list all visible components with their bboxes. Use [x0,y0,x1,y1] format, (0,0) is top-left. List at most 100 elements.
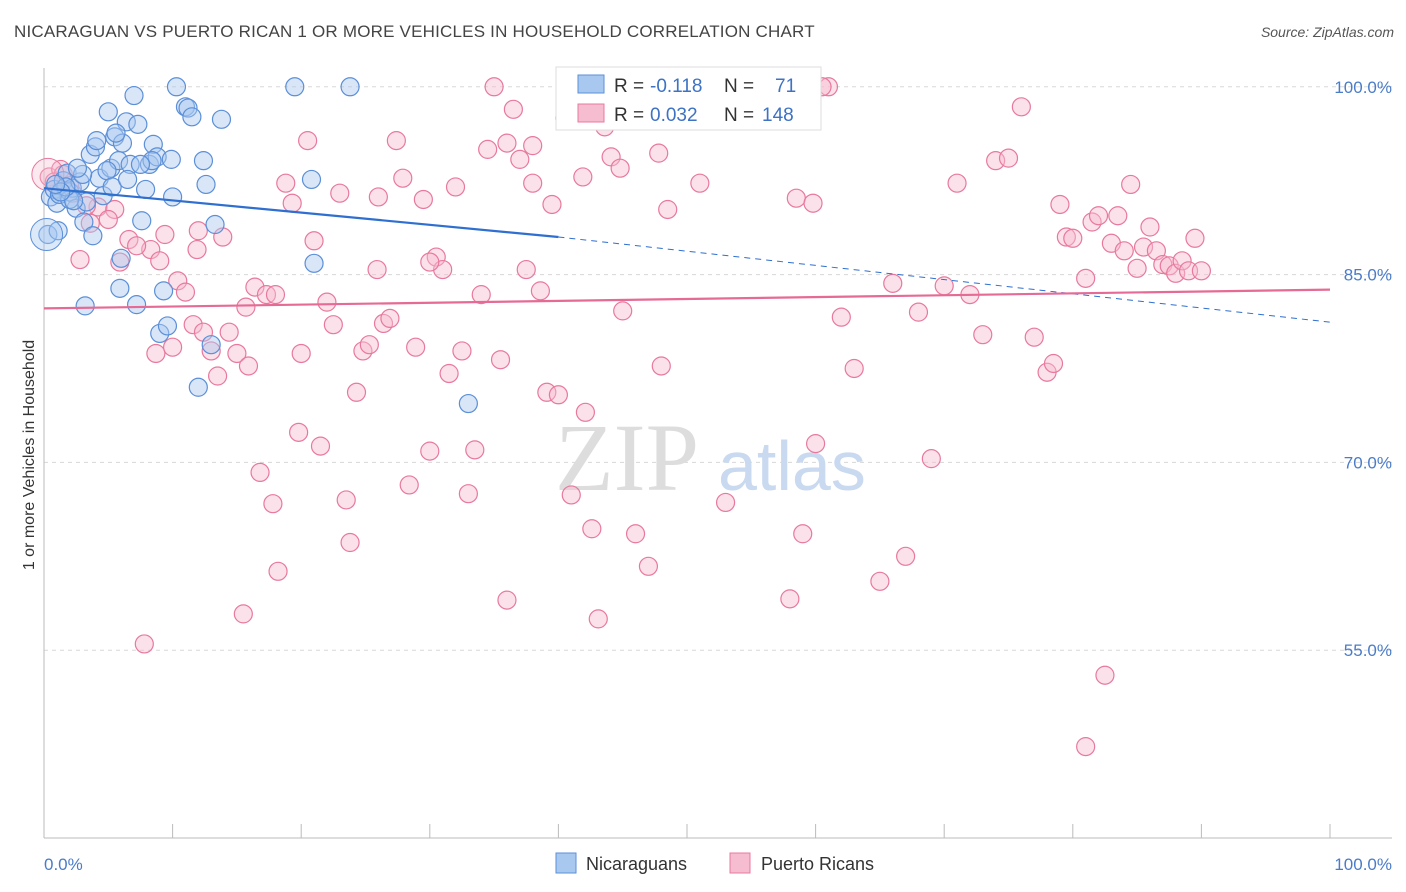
nicaraguans-point-42 [201,335,221,355]
puerto-ricans-point-17 [188,221,208,241]
puerto-ricans-point-122 [1114,241,1134,261]
chart-title: NICARAGUAN VS PUERTO RICAN 1 OR MORE VEH… [14,22,815,41]
puerto-ricans-point-99 [883,273,903,293]
nicaraguans-point-56 [142,151,162,171]
puerto-ricans-point-40 [336,490,356,510]
nicaraguans-trend-line [43,187,559,239]
puerto-ricans-point-145 [187,239,207,260]
puerto-ricans-point-9 [134,634,154,654]
puerto-ricans-point-24 [233,604,253,624]
nicaraguans-point-47 [304,253,324,273]
puerto-ricans-point-42 [346,382,367,402]
puerto-ricans-point-45 [367,259,387,280]
legend-box: R = -0.118 N = 71 R = 0.032 N = 148 [555,66,822,131]
puerto-ricans-point-48 [386,131,406,151]
puerto-ricans-point-8 [119,229,139,250]
puerto-ricans-point-98 [870,571,890,591]
puerto-ricans-point-12 [155,224,175,245]
puerto-ricans-point-67 [510,149,530,169]
y-tick-label-0: 100.0% [1334,78,1392,97]
puerto-ricans-point-52 [413,189,433,210]
puerto-ricans-point-13 [163,337,183,357]
legend-r-value-2: 0.032 [650,105,698,126]
nicaraguans-point-70 [130,154,151,175]
puerto-ricans-point-104 [947,173,967,193]
puerto-ricans-point-23 [227,343,247,364]
puerto-ricans-point-123 [1121,174,1141,195]
nicaraguans-point-54 [75,296,95,316]
puerto-ricans-point-151 [523,173,543,193]
puerto-ricans-point-60 [465,440,485,460]
puerto-ricans-point-101 [908,302,929,322]
nicaraguans-point-29 [143,134,163,154]
bottom-legend-nicaraguans: Nicaraguans [586,854,687,874]
puerto-ricans-point-114 [1056,227,1076,247]
y-tick-label-3: 55.0% [1344,641,1392,660]
nicaraguans-point-50 [111,248,131,268]
puerto-ricans-point-134 [1191,261,1212,281]
puerto-ricans-point-33 [289,422,309,442]
puerto-ricans-point-135 [1076,737,1096,757]
puerto-ricans-point-50 [399,475,419,495]
bottom-legend-puerto-ricans: Puerto Ricans [761,854,874,874]
puerto-ricans-point-16 [183,315,203,335]
nicaraguans-point-34 [163,187,183,207]
legend-n-label-2: N = [724,105,754,126]
nicaraguans-point-48 [340,77,360,97]
legend-r-label-1: R = [614,76,644,97]
puerto-ricans-point-87 [690,173,710,193]
puerto-ricans-point-49 [393,168,413,188]
watermark-zip: ZIP [555,404,699,511]
puerto-ricans-point-70 [530,281,550,301]
puerto-ricans-point-148 [291,343,311,364]
x-tick-label-max: 100.0% [1334,855,1392,874]
puerto-ricans-point-62 [478,139,498,159]
puerto-ricans-point-64 [490,350,511,370]
source-label: Source: ZipAtlas.com [1260,24,1394,40]
nicaraguans-point-25 [128,114,148,134]
nicaraguans-point-49 [458,393,478,414]
nicaraguans-point-large [30,218,64,252]
puerto-ricans-point-65 [497,590,517,610]
legend-r-value-1: -0.118 [650,76,702,97]
puerto-ricans-point-22 [219,322,239,342]
legend-r-label-2: R = [614,105,644,126]
puerto-ricans-point-19 [201,341,221,361]
nicaraguans-point-24 [124,85,144,106]
y-tick-label-1: 85.0% [1344,266,1392,285]
bottom-legend-swatch-blue [555,852,577,874]
puerto-ricans-point-61 [471,285,491,305]
puerto-ricans-point-119 [1095,665,1115,685]
puerto-ricans-point-146 [236,297,256,317]
puerto-ricans-point-131 [1172,251,1192,271]
x-tick-label-min: 0.0% [44,855,83,874]
puerto-ricans-point-106 [973,325,993,345]
puerto-ricans-point-152 [573,167,593,187]
nicaraguans-point-10 [74,212,94,232]
y-tick-label-2: 70.0% [1344,453,1392,472]
puerto-ricans-point-100 [896,546,916,566]
puerto-ricans-point-75 [561,485,581,505]
nicaraguans-point-46 [301,169,322,190]
nicaraguans-point-32 [153,281,174,301]
puerto-ricans-point-77 [575,402,596,422]
puerto-ricans-point-82 [613,301,633,321]
nicaraguans-point-55 [126,295,147,315]
nicaraguans-point-59 [38,224,58,245]
nicaraguans-point-38 [182,107,202,127]
puerto-ricans-point-78 [582,519,602,539]
legend-swatch-pink [577,103,605,123]
axes [43,68,1392,839]
puerto-ricans-point-83 [625,524,646,544]
nicaraguans-point-51 [110,278,130,298]
puerto-ricans-point-126 [1140,217,1160,237]
nicaraguans-point-23 [120,154,140,175]
nicaraguans-point-58 [102,177,122,197]
nicaraguans-point-33 [157,316,178,336]
puerto-ricans-point-133 [1185,228,1205,248]
puerto-ricans-point-156 [786,188,806,208]
puerto-ricans-point-54 [426,247,446,267]
puerto-ricans-point-153 [610,158,630,178]
nicaraguans-point-44 [211,109,232,129]
